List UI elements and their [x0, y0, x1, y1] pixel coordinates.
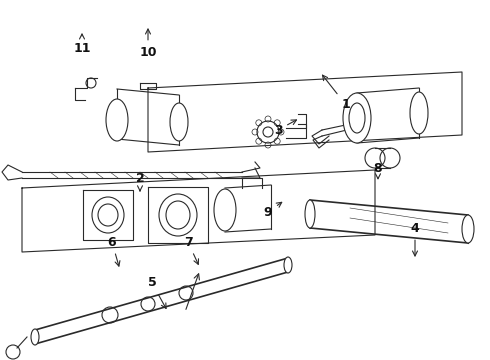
- Ellipse shape: [305, 200, 315, 228]
- Ellipse shape: [349, 103, 365, 133]
- Ellipse shape: [343, 93, 371, 143]
- Text: 9: 9: [264, 202, 282, 219]
- Ellipse shape: [214, 189, 236, 231]
- Text: 3: 3: [274, 120, 296, 136]
- Text: 2: 2: [136, 171, 145, 191]
- Text: 1: 1: [322, 75, 350, 112]
- Ellipse shape: [106, 99, 128, 141]
- Text: 7: 7: [184, 235, 198, 264]
- Ellipse shape: [170, 103, 188, 141]
- Ellipse shape: [410, 92, 428, 134]
- Text: 4: 4: [411, 221, 419, 256]
- Text: 10: 10: [139, 29, 157, 58]
- Text: 6: 6: [108, 235, 120, 266]
- Ellipse shape: [159, 194, 197, 236]
- Ellipse shape: [98, 204, 118, 226]
- Ellipse shape: [462, 215, 474, 243]
- Text: 8: 8: [374, 162, 382, 179]
- Text: 5: 5: [147, 276, 166, 309]
- Ellipse shape: [92, 197, 124, 233]
- Ellipse shape: [31, 329, 39, 345]
- Ellipse shape: [166, 201, 190, 229]
- Ellipse shape: [284, 257, 292, 273]
- Text: 11: 11: [73, 34, 91, 54]
